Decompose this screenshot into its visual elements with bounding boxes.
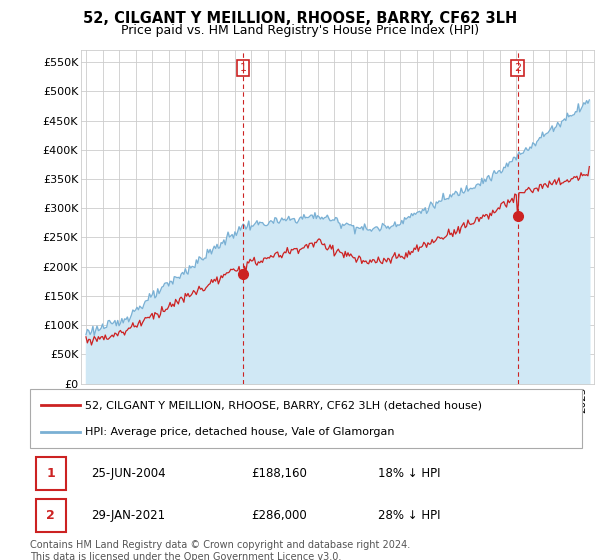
Text: 25-JUN-2004: 25-JUN-2004: [91, 467, 166, 480]
Text: 28% ↓ HPI: 28% ↓ HPI: [378, 508, 440, 521]
Text: 29-JAN-2021: 29-JAN-2021: [91, 508, 165, 521]
Text: 2: 2: [514, 63, 521, 73]
Text: 52, CILGANT Y MEILLION, RHOOSE, BARRY, CF62 3LH (detached house): 52, CILGANT Y MEILLION, RHOOSE, BARRY, C…: [85, 400, 482, 410]
Text: £286,000: £286,000: [251, 508, 307, 521]
Text: HPI: Average price, detached house, Vale of Glamorgan: HPI: Average price, detached house, Vale…: [85, 427, 395, 437]
Text: 1: 1: [239, 63, 247, 73]
Text: Price paid vs. HM Land Registry's House Price Index (HPI): Price paid vs. HM Land Registry's House …: [121, 24, 479, 36]
Text: £188,160: £188,160: [251, 467, 307, 480]
Text: 18% ↓ HPI: 18% ↓ HPI: [378, 467, 440, 480]
Text: 2: 2: [46, 508, 55, 521]
Text: 52, CILGANT Y MEILLION, RHOOSE, BARRY, CF62 3LH: 52, CILGANT Y MEILLION, RHOOSE, BARRY, C…: [83, 11, 517, 26]
FancyBboxPatch shape: [35, 498, 66, 531]
FancyBboxPatch shape: [30, 389, 582, 448]
Text: Contains HM Land Registry data © Crown copyright and database right 2024.
This d: Contains HM Land Registry data © Crown c…: [30, 540, 410, 560]
Text: 1: 1: [46, 467, 55, 480]
FancyBboxPatch shape: [35, 457, 66, 490]
